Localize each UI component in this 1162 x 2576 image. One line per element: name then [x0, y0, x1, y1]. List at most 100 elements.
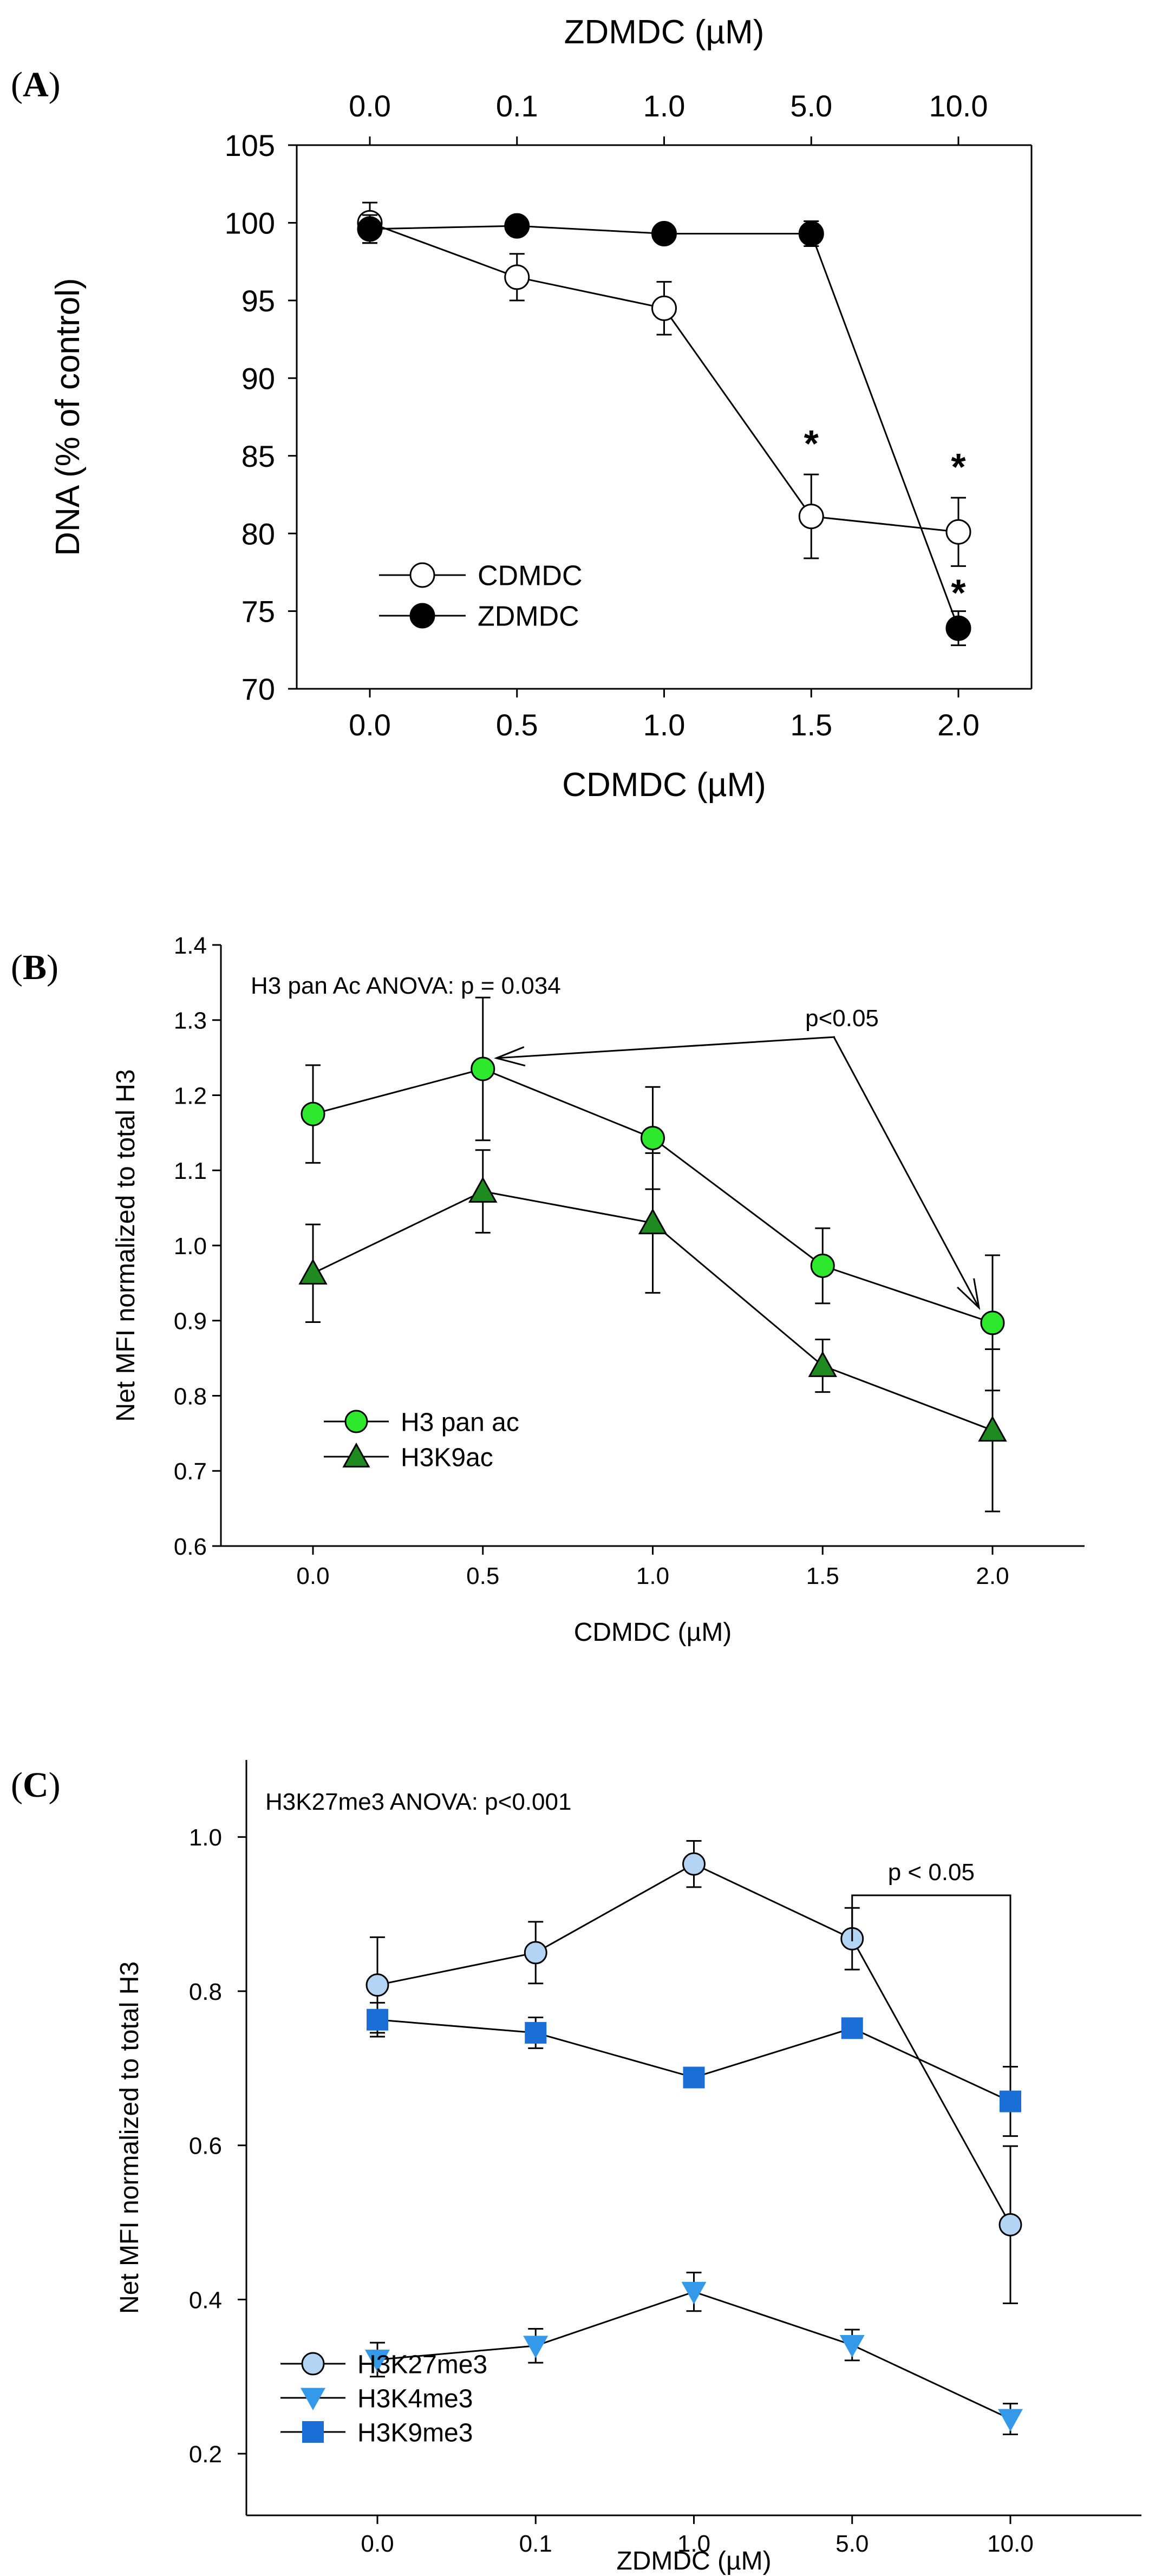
legend-marker — [342, 1442, 370, 1468]
data-point — [468, 1176, 498, 1203]
series-line — [369, 222, 959, 533]
legend: CDMDC ZDMDC — [379, 560, 583, 632]
significance-arrow — [833, 1036, 980, 1308]
series-h3k9ac — [298, 1149, 1007, 1512]
y-axis-title: Net MFI normalized to total H3 — [112, 1069, 140, 1422]
series-cdmdc — [357, 201, 971, 567]
y-tick-label: 1.0 — [174, 1233, 207, 1260]
y-tick-label: 0.6 — [174, 1534, 207, 1560]
legend-marker — [301, 2388, 325, 2410]
y-tick-label: 100 — [225, 206, 275, 240]
x-axis-title: CDMDC (µM) — [574, 1618, 732, 1647]
y-tick-label: 105 — [225, 128, 275, 162]
y-tick-label: 95 — [241, 284, 275, 318]
arrow-head — [493, 1046, 526, 1067]
top-x-tick-label: 10.0 — [929, 89, 988, 123]
x-tick-label-1-0: 1.0 — [677, 2531, 710, 2557]
y-tick-label: 85 — [241, 439, 275, 473]
x-tick-label-2-0: 2.0 — [937, 708, 980, 742]
series-zdmdc — [357, 213, 971, 647]
data-point — [841, 2017, 863, 2039]
data-point — [523, 2336, 549, 2358]
y-tick-label: 1.2 — [174, 1082, 207, 1109]
data-point — [651, 221, 677, 247]
x-tick-label-0-5: 0.5 — [496, 708, 538, 742]
y-tick-label: 1.4 — [174, 932, 207, 959]
legend-label: H3K9me3 — [357, 2418, 473, 2447]
x-tick-label-1-0: 1.0 — [636, 1563, 669, 1589]
y-tick-label: 0.7 — [174, 1458, 207, 1485]
legend-label: H3K4me3 — [357, 2384, 473, 2413]
y-tick-label: 0.9 — [174, 1308, 207, 1335]
data-point — [504, 213, 530, 239]
x-tick-label-10-0: 10.0 — [987, 2531, 1034, 2557]
x-tick-label-2-0: 2.0 — [976, 1563, 1009, 1589]
legend-marker — [301, 2352, 325, 2376]
series-h3k9me3 — [367, 2001, 1021, 2137]
significance-label: p < 0.05 — [888, 1859, 975, 1886]
panel-c: (C)0.0 0.1 1.0 5.0 10.00.20.40.60.81.0ZDMDC … — [11, 1760, 1141, 2575]
data-point — [978, 1416, 1007, 1442]
y-tick-label: 0.6 — [189, 2133, 222, 2160]
y-tick-label: 0.2 — [189, 2441, 222, 2468]
legend-label: H3 pan ac — [401, 1408, 519, 1437]
data-point — [638, 1208, 668, 1235]
x-tick-label-0-1: 0.1 — [519, 2531, 552, 2557]
y-tick-label: 0.4 — [189, 2287, 222, 2313]
y-tick-label: 1.3 — [174, 1008, 207, 1034]
x-tick-label-1-0: 1.0 — [643, 708, 686, 742]
legend-label: CDMDC — [478, 560, 583, 592]
anova-annotation: H3K27me3 ANOVA: p<0.001 — [265, 1789, 571, 1815]
data-point — [808, 1351, 837, 1377]
data-point — [945, 519, 971, 545]
data-point — [945, 615, 971, 641]
top-x-tick-label: 5.0 — [790, 89, 832, 123]
y-axis-title: Net MFI normalized to total H3 — [115, 1961, 144, 2314]
data-point — [301, 1101, 325, 1126]
series-h3k4me3 — [365, 2272, 1023, 2436]
data-point — [798, 221, 824, 247]
data-point — [1000, 2090, 1021, 2112]
x-axis-title: ZDMDC (µM) — [616, 2547, 771, 2575]
x-tick-label-0-0: 0.0 — [296, 1563, 329, 1589]
data-point — [504, 264, 530, 290]
data-point — [298, 1258, 328, 1285]
panel-a: (A) 0.0 0.5 1.0 1.5 2.0 0.0 0.1 1.0 5.0 10.0 ZDMDC … — [11, 14, 1033, 804]
significance-bracket — [851, 1894, 1011, 2079]
significance-asterisk: * — [951, 571, 966, 614]
x-tick-label-5-0: 5.0 — [835, 2531, 869, 2557]
y-tick-label: 1.1 — [174, 1158, 207, 1184]
x-tick-label-0-5: 0.5 — [466, 1563, 499, 1589]
top-x-axis-title: ZDMDC (µM) — [564, 14, 765, 51]
panel-letter: (B) — [11, 948, 58, 987]
data-point — [681, 2281, 707, 2305]
y-tick-label: 1.0 — [189, 1824, 222, 1851]
data-point — [998, 2409, 1023, 2432]
data-point — [357, 216, 383, 242]
panel-letter: (A) — [11, 65, 61, 105]
panel-b: (B) 0.0 0.5 1.0 1.5 2.0 0.6 0.7 0.8 0.9 1.0 1.1 1.2 1… — [11, 932, 1085, 1647]
data-point — [980, 1310, 1005, 1335]
data-point — [525, 2021, 547, 2044]
legend-label: H3K9ac — [401, 1443, 493, 1472]
x-axis-title: CDMDC (µM) — [562, 766, 766, 804]
data-point — [810, 1253, 835, 1278]
legend-marker — [409, 603, 435, 629]
anova-annotation: H3 pan Ac ANOVA: p = 0.034 — [251, 973, 561, 999]
data-point — [651, 295, 677, 321]
y-tick-label: 0.8 — [189, 1979, 222, 2005]
y-tick-label: 0.8 — [174, 1383, 207, 1410]
data-point — [524, 1941, 547, 1965]
panel-letter: (C) — [11, 1765, 61, 1805]
y-tick-label: 75 — [241, 595, 275, 629]
arrow-head — [957, 1278, 981, 1310]
significance-asterisk: * — [804, 422, 819, 465]
top-x-tick-label: 0.1 — [496, 89, 538, 123]
y-tick-label: 70 — [241, 672, 275, 706]
legend-marker — [302, 2421, 324, 2443]
y-axis-title: DNA (% of control) — [49, 278, 87, 556]
series-line — [377, 2019, 1011, 2102]
data-point — [367, 2008, 388, 2031]
top-x-tick-label: 1.0 — [643, 89, 686, 123]
